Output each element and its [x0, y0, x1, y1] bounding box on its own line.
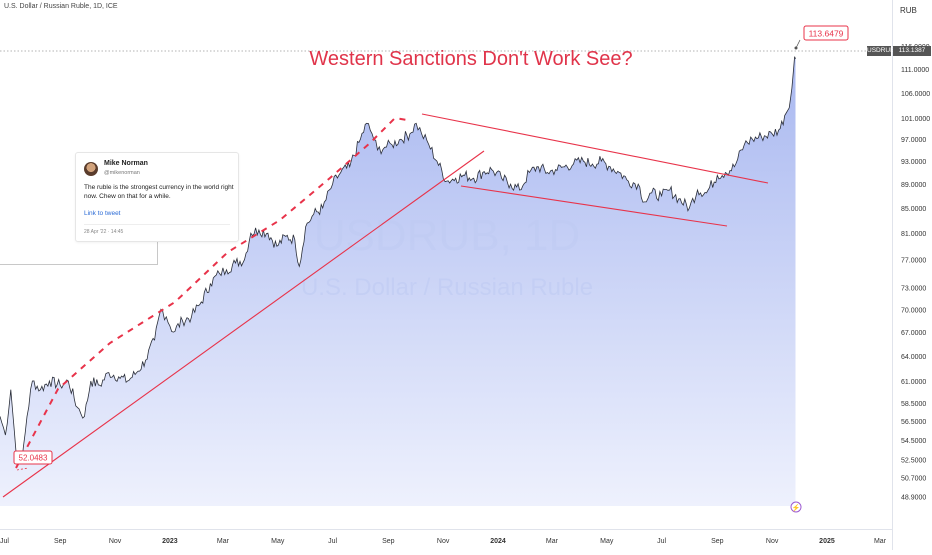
y-tick-label: 89.0000 — [901, 182, 926, 189]
y-tick-label: 54.5000 — [901, 438, 926, 445]
time-axis-divider — [0, 529, 892, 530]
x-tick-label: Mar — [874, 538, 887, 545]
x-tick-label: Jul — [657, 538, 666, 545]
last-price-tag: 113.1387 — [893, 46, 931, 56]
x-tick-label: Sep — [382, 538, 395, 545]
price-series-line[interactable] — [0, 56, 796, 465]
y-tick-label: 111.0000 — [901, 67, 929, 74]
y-tick-label: 52.5000 — [901, 457, 926, 464]
x-tick-label: 2023 — [162, 538, 178, 545]
x-tick-label: 2024 — [490, 538, 506, 545]
high-label-box[interactable] — [803, 25, 849, 41]
y-tick-label: 64.0000 — [901, 354, 926, 361]
x-tick-label: Jul — [0, 538, 9, 545]
y-tick-label: 81.0000 — [901, 231, 926, 238]
low-callout-leader — [16, 467, 29, 471]
x-tick-label: Mar — [217, 538, 230, 545]
channel-upper-line[interactable] — [421, 113, 769, 184]
x-tick-label: Sep — [54, 538, 67, 545]
x-tick-label: Nov — [766, 538, 779, 545]
x-tick-label: Sep — [711, 538, 724, 545]
low-label: 52.0483 — [19, 454, 48, 463]
tweet-divider — [84, 224, 230, 225]
x-tick-label: 2025 — [819, 538, 835, 545]
high-callout-dot — [794, 46, 798, 50]
y-tick-label: 61.0000 — [901, 379, 926, 386]
watermark-symbol: USDRUB, 1D — [314, 211, 581, 260]
support-trendline[interactable] — [2, 150, 485, 498]
channel-lower-line[interactable] — [460, 185, 728, 227]
dashed-trend-path[interactable] — [15, 116, 408, 469]
low-label-box[interactable] — [13, 450, 53, 465]
x-tick-label: May — [600, 538, 614, 545]
ticker-tag: USDRUB — [867, 46, 895, 56]
tweet-author-name: Mike Norman — [104, 160, 148, 167]
watermark-name: U.S. Dollar / Russian Ruble — [301, 274, 593, 301]
lightning-icon: ⚡ — [792, 503, 801, 512]
y-tick-label: 70.0000 — [901, 307, 926, 314]
price-axis-divider — [892, 0, 893, 550]
y-tick-label: 77.0000 — [901, 258, 926, 265]
x-tick-label: Mar — [546, 538, 559, 545]
y-tick-label: 50.7000 — [901, 475, 926, 482]
headline-annotation[interactable]: Western Sanctions Don't Work See? — [309, 48, 632, 70]
tweet-link[interactable]: Link to tweet — [84, 210, 121, 217]
high-label: 113.6479 — [809, 29, 844, 39]
x-tick-label: Nov — [437, 538, 450, 545]
watermark: USDRUB, 1D U.S. Dollar / Russian Ruble — [301, 211, 593, 301]
tweet-card[interactable]: Mike Norman @mikenorman The ruble is the… — [75, 152, 239, 242]
y-tick-label: 58.5000 — [901, 401, 926, 408]
y-tick-label: 85.0000 — [901, 206, 926, 213]
tweet-body: The ruble is the strongest currency in t… — [84, 184, 234, 200]
y-tick-label: 101.0000 — [901, 116, 930, 123]
x-tick-label: Nov — [109, 538, 122, 545]
y-tick-label: 56.5000 — [901, 419, 926, 426]
price-area — [0, 56, 796, 506]
x-tick-label: May — [271, 538, 285, 545]
y-tick-label: 48.9000 — [901, 494, 926, 501]
currency-label[interactable]: RUB — [900, 6, 917, 15]
x-tick-label: Jul — [328, 538, 337, 545]
tweet-date: 28 Apr '22 · 14:45 — [84, 229, 124, 235]
y-tick-label: 73.0000 — [901, 285, 926, 292]
symbol-title[interactable]: U.S. Dollar / Russian Ruble, 1D, ICE — [4, 3, 118, 10]
avatar — [84, 162, 98, 176]
y-tick-label: 106.0000 — [901, 91, 930, 98]
event-marker-icon[interactable] — [790, 501, 802, 513]
y-tick-label: 67.0000 — [901, 330, 926, 337]
y-tick-label: 97.0000 — [901, 137, 926, 144]
tweet-author-handle: @mikenorman — [104, 170, 140, 176]
y-tick-label: 93.0000 — [901, 159, 926, 166]
